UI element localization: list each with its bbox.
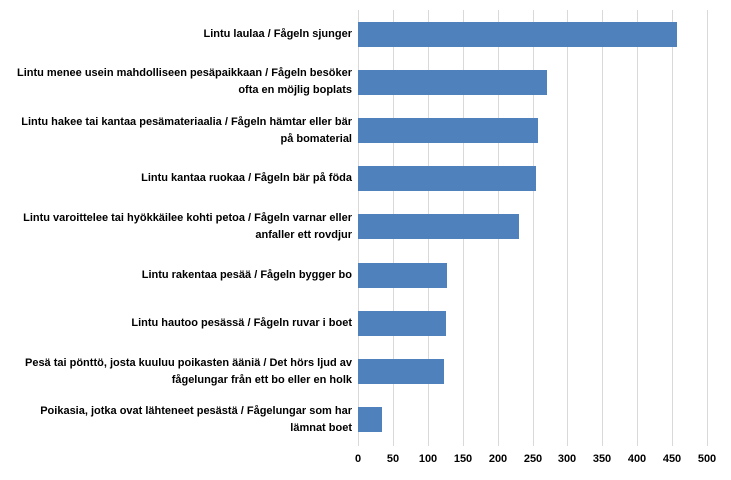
- category-label: Lintu laulaa / Fågeln sjunger: [203, 27, 352, 40]
- x-tick-label: 350: [592, 453, 612, 465]
- bar: [358, 310, 446, 336]
- category-label: Lintu rakentaa pesää / Fågeln bygger bo: [141, 268, 352, 281]
- bar: [358, 214, 520, 240]
- bar-track: [358, 359, 731, 385]
- bar-track: [358, 21, 731, 47]
- x-tick-label: 500: [697, 453, 717, 465]
- bar: [358, 21, 677, 47]
- bar: [358, 69, 547, 95]
- chart-row: Lintu varoittelee tai hyökkäilee kohti p…: [0, 203, 731, 251]
- x-tick-label: 100: [418, 453, 438, 465]
- bar-track: [358, 310, 731, 336]
- bar-track: [358, 262, 731, 288]
- bar: [358, 166, 536, 192]
- bar: [358, 118, 539, 144]
- chart-row: Lintu kantaa ruokaa / Fågeln bär på föda: [0, 155, 731, 203]
- chart-row: Lintu hakee tai kantaa pesämateriaalia /…: [0, 106, 731, 154]
- category-label: Lintu hakee tai kantaa pesämateriaalia /…: [21, 115, 352, 145]
- x-tick-label: 250: [523, 453, 543, 465]
- x-tick-label: 150: [453, 453, 473, 465]
- bar: [358, 262, 447, 288]
- bar: [358, 359, 444, 385]
- x-tick-label: 200: [488, 453, 508, 465]
- chart-row: Poikasia, jotka ovat lähteneet pesästä /…: [0, 396, 731, 444]
- x-axis: 0 50 100 150 200 250 300 350 400 450 500: [354, 453, 716, 471]
- plot-area: Lintu laulaa / Fågeln sjunger Lintu menee…: [0, 10, 731, 444]
- x-tick-label: 450: [662, 453, 682, 465]
- bar: [358, 407, 383, 433]
- chart-row: Lintu hautoo pesässä / Fågeln ruvar i bo…: [0, 299, 731, 347]
- category-label: Lintu hautoo pesässä / Fågeln ruvar i bo…: [131, 316, 352, 329]
- chart-row: Lintu laulaa / Fågeln sjunger: [0, 10, 731, 58]
- bar-track: [358, 166, 731, 192]
- chart-row: Lintu menee usein mahdolliseen pesäpaikk…: [0, 58, 731, 106]
- bar-track: [358, 118, 731, 144]
- x-tick-label: 50: [386, 453, 400, 465]
- bar-track: [358, 214, 731, 240]
- category-label: Pesä tai pönttö, josta kuuluu poikasten …: [24, 356, 352, 386]
- category-label: Lintu varoittelee tai hyökkäilee kohti p…: [23, 211, 352, 241]
- chart-row: Lintu rakentaa pesää / Fågeln bygger bo: [0, 251, 731, 299]
- bar-track: [358, 407, 731, 433]
- x-tick-label: 400: [627, 453, 647, 465]
- x-tick-label: 0: [354, 453, 362, 465]
- chart-row: Pesä tai pönttö, josta kuuluu poikasten …: [0, 348, 731, 396]
- category-label: Poikasia, jotka ovat lähteneet pesästä /…: [40, 404, 352, 434]
- bar-track: [358, 69, 731, 95]
- x-tick-label: 300: [557, 453, 577, 465]
- category-label: Lintu kantaa ruokaa / Fågeln bär på föda: [141, 172, 352, 185]
- category-label: Lintu menee usein mahdolliseen pesäpaikk…: [16, 67, 352, 97]
